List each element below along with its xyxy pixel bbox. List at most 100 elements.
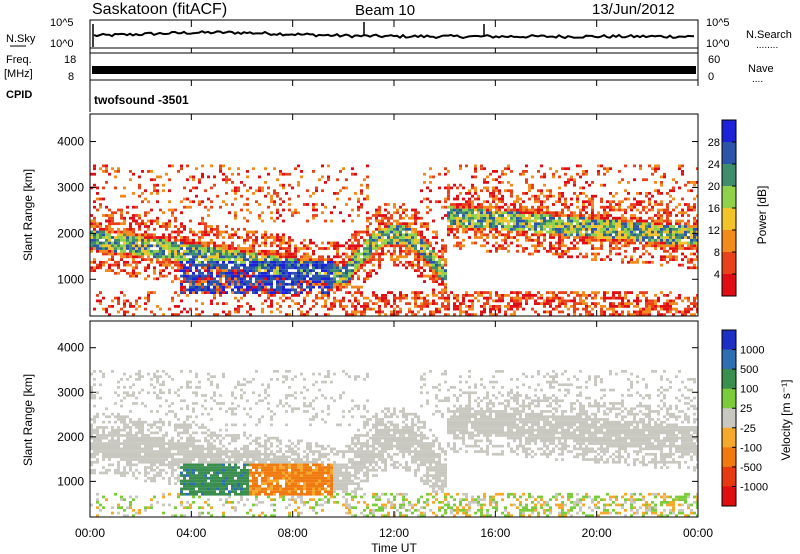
heatmap-cell bbox=[252, 244, 255, 248]
heatmap-cell bbox=[375, 271, 378, 275]
heatmap-cell bbox=[510, 296, 513, 300]
heatmap-cell bbox=[162, 247, 165, 250]
heatmap-cell bbox=[141, 434, 144, 437]
heatmap-cell bbox=[243, 274, 246, 278]
heatmap-cell bbox=[171, 252, 174, 256]
heatmap-cell bbox=[300, 263, 303, 267]
heatmap-cell bbox=[381, 236, 384, 239]
heatmap-cell bbox=[132, 450, 135, 453]
heatmap-cell bbox=[120, 418, 123, 421]
heatmap-cell bbox=[336, 280, 339, 283]
heatmap-cell bbox=[381, 238, 384, 242]
heatmap-cell bbox=[639, 291, 642, 294]
heatmap-cell bbox=[252, 167, 255, 171]
heatmap-cell bbox=[543, 247, 546, 250]
heatmap-cell bbox=[612, 194, 615, 198]
heatmap-cell bbox=[408, 233, 411, 237]
heatmap-cell bbox=[213, 266, 216, 270]
heatmap-cell bbox=[129, 420, 132, 424]
heatmap-cell bbox=[585, 216, 588, 220]
heatmap-cell bbox=[354, 230, 357, 234]
heatmap-cell bbox=[420, 266, 423, 270]
heatmap-cell bbox=[552, 236, 555, 239]
heatmap-cell bbox=[456, 197, 459, 201]
heatmap-cell bbox=[567, 178, 570, 182]
heatmap-cell bbox=[543, 211, 546, 215]
heatmap-cell bbox=[414, 269, 417, 272]
heatmap-cell bbox=[357, 247, 360, 250]
heatmap-cell bbox=[573, 214, 576, 217]
heatmap-cell bbox=[138, 238, 141, 242]
heatmap-cell bbox=[591, 313, 594, 316]
heatmap-cell bbox=[492, 194, 495, 198]
heatmap-cell bbox=[477, 222, 480, 226]
heatmap-cell bbox=[306, 274, 309, 278]
heatmap-cell bbox=[540, 164, 543, 168]
heatmap-cell bbox=[483, 307, 486, 311]
heatmap-cell bbox=[402, 222, 405, 226]
heatmap-cell bbox=[603, 313, 606, 316]
heatmap-cell bbox=[567, 216, 570, 220]
heatmap-cell bbox=[408, 244, 411, 248]
heatmap-cell bbox=[492, 244, 495, 248]
heatmap-cell bbox=[462, 227, 465, 231]
heatmap-cell bbox=[636, 200, 639, 204]
heatmap-cell bbox=[405, 302, 408, 305]
heatmap-cell bbox=[192, 258, 195, 261]
heatmap-cell bbox=[156, 238, 159, 242]
heatmap-cell bbox=[162, 447, 165, 451]
heatmap-cell bbox=[309, 282, 312, 286]
heatmap-cell bbox=[90, 238, 93, 242]
heatmap-cell bbox=[660, 307, 663, 311]
heatmap-cell bbox=[174, 225, 177, 228]
heatmap-cell bbox=[594, 227, 597, 231]
heatmap-cell bbox=[690, 302, 693, 305]
heatmap-cell bbox=[213, 241, 216, 245]
heatmap-cell bbox=[294, 271, 297, 275]
heatmap-cell bbox=[177, 260, 180, 264]
heatmap-cell bbox=[306, 219, 309, 223]
heatmap-cell bbox=[615, 296, 618, 300]
heatmap-cell bbox=[330, 269, 333, 272]
heatmap-cell bbox=[621, 310, 624, 314]
heatmap-cell bbox=[501, 214, 504, 217]
heatmap-cell bbox=[180, 274, 183, 278]
heatmap-cell bbox=[138, 450, 141, 453]
heatmap-cell bbox=[525, 238, 528, 242]
heatmap-cell bbox=[408, 302, 411, 305]
heatmap-cell bbox=[489, 313, 492, 316]
heatmap-cell bbox=[546, 291, 549, 294]
heatmap-cell bbox=[261, 291, 264, 294]
heatmap-cell bbox=[459, 305, 462, 308]
heatmap-cell bbox=[432, 291, 435, 294]
heatmap-cell bbox=[636, 225, 639, 228]
heatmap-cell bbox=[429, 175, 432, 179]
heatmap-cell bbox=[294, 252, 297, 256]
heatmap-cell bbox=[261, 285, 264, 289]
heatmap-cell bbox=[132, 258, 135, 261]
heatmap-cell bbox=[366, 183, 369, 187]
heatmap-cell bbox=[684, 230, 687, 234]
heatmap-cell bbox=[240, 285, 243, 289]
heatmap-cell bbox=[663, 241, 666, 245]
heatmap-cell bbox=[276, 233, 279, 237]
heatmap-cell bbox=[624, 197, 627, 201]
heatmap-cell bbox=[435, 280, 438, 283]
heatmap-cell bbox=[183, 255, 186, 259]
heatmap-cell bbox=[321, 280, 324, 283]
heatmap-cell bbox=[402, 208, 405, 212]
heatmap-cell bbox=[180, 241, 183, 245]
heatmap-cell bbox=[507, 164, 510, 168]
heatmap-cell bbox=[585, 238, 588, 242]
heatmap-cell bbox=[441, 247, 444, 250]
heatmap-cell bbox=[396, 219, 399, 223]
heatmap-cell bbox=[516, 238, 519, 242]
heatmap-cell bbox=[423, 269, 426, 272]
heatmap-cell bbox=[600, 205, 603, 209]
heatmap-cell bbox=[393, 236, 396, 239]
heatmap-cell bbox=[558, 230, 561, 234]
heatmap-cell bbox=[123, 386, 126, 389]
heatmap-cell bbox=[573, 310, 576, 314]
heatmap-cell bbox=[675, 238, 678, 242]
heatmap-cell bbox=[117, 436, 120, 440]
